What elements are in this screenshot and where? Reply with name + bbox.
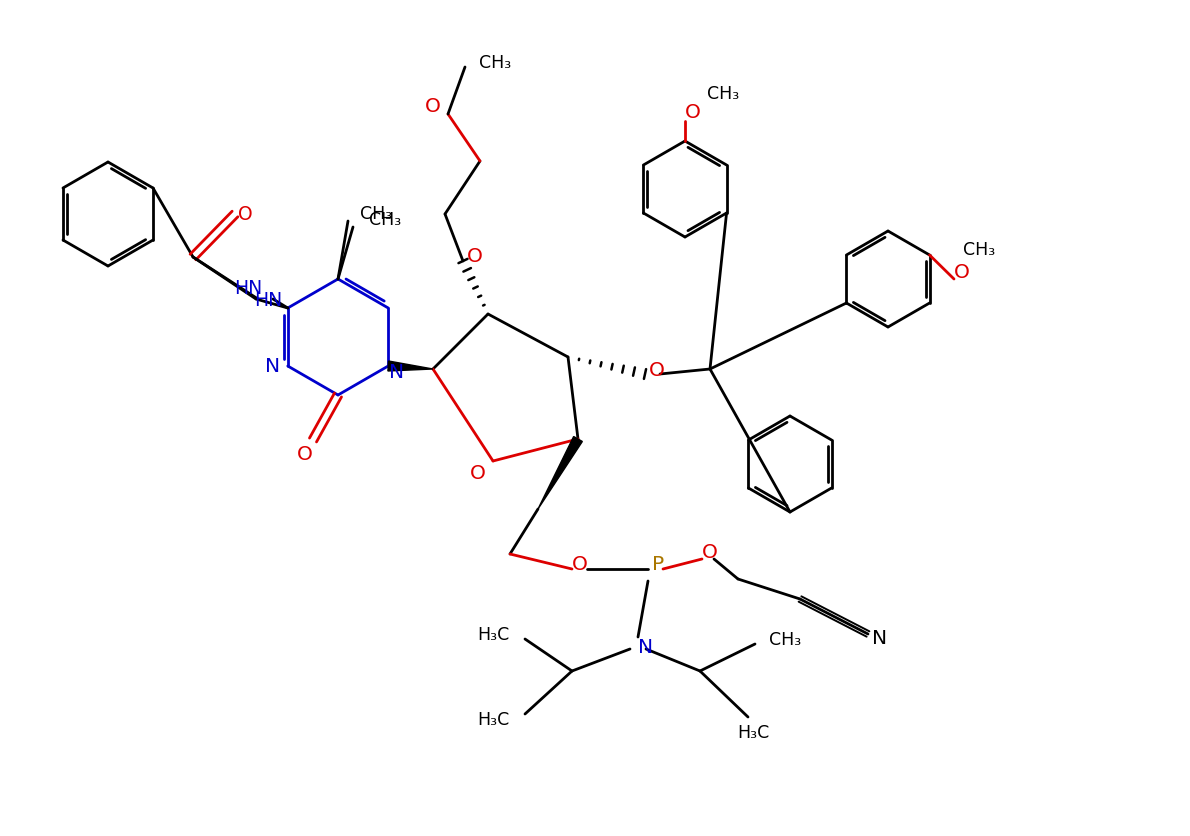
Text: O: O <box>298 445 313 464</box>
Text: O: O <box>572 555 588 573</box>
Text: O: O <box>425 97 441 116</box>
Text: N: N <box>265 357 281 376</box>
Text: H₃C: H₃C <box>477 710 509 728</box>
Text: N: N <box>389 362 403 381</box>
Text: O: O <box>238 206 252 224</box>
Text: CH₃: CH₃ <box>963 241 995 258</box>
Text: H₃C: H₃C <box>737 723 769 741</box>
Polygon shape <box>388 362 433 371</box>
Text: H₃C: H₃C <box>477 625 509 643</box>
Text: P: P <box>652 555 664 573</box>
Text: CH₃: CH₃ <box>369 211 401 229</box>
Text: O: O <box>685 102 701 121</box>
Text: CH₃: CH₃ <box>769 630 801 648</box>
Text: CH₃: CH₃ <box>707 85 739 103</box>
Polygon shape <box>538 437 582 509</box>
Text: HN: HN <box>253 290 282 309</box>
Text: CH₃: CH₃ <box>359 205 393 222</box>
Text: CH₃: CH₃ <box>478 54 512 72</box>
Text: N: N <box>872 629 888 648</box>
Text: O: O <box>702 542 718 561</box>
Text: O: O <box>649 360 665 379</box>
Text: O: O <box>470 464 486 483</box>
Text: HN: HN <box>234 278 262 297</box>
Text: N: N <box>639 638 653 657</box>
Text: O: O <box>954 263 970 281</box>
Text: O: O <box>466 247 483 266</box>
